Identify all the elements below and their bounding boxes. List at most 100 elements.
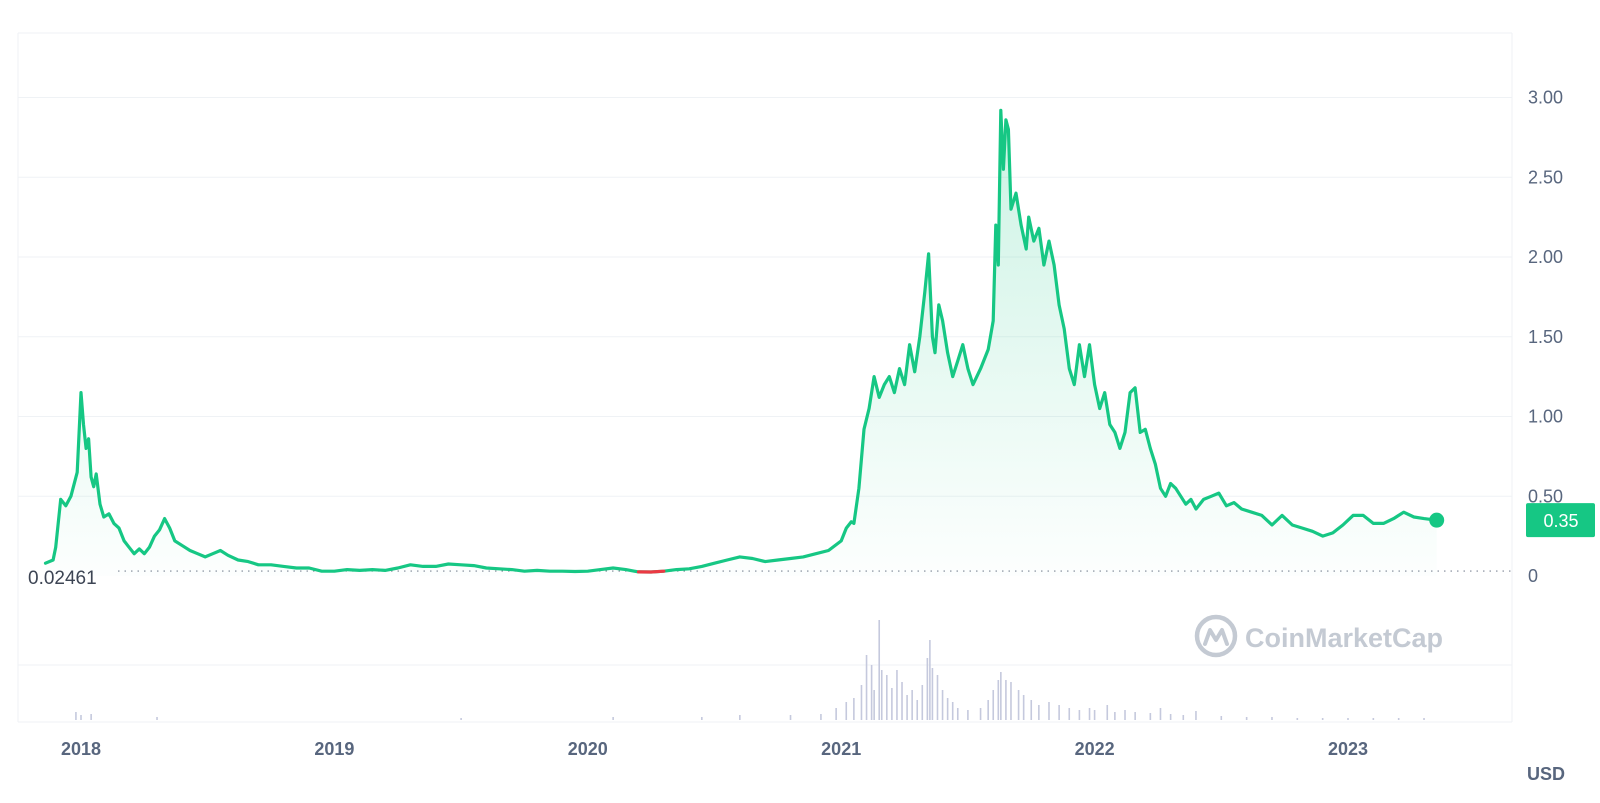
volume-bar [739,715,741,720]
volume-bar [911,690,913,720]
last-price-dot[interactable] [1429,512,1445,528]
volume-bar [1134,712,1136,720]
volume-bar [1022,695,1025,720]
volume-bar [845,702,848,720]
x-tick-label: 2022 [1075,739,1115,759]
volume-bar [789,715,792,720]
y-axis-ticks: 0 0.50 1.00 1.50 2.00 2.50 3.00 [1528,88,1563,587]
y-tick-label: 2.50 [1528,167,1563,187]
volume-bar [1030,700,1033,720]
volume-bar [853,698,855,720]
volume-bar [1169,714,1172,720]
volume-bar [1078,710,1081,720]
x-axis-ticks: 2018 2019 2020 2021 2022 2023 [61,739,1368,759]
volume-bar [891,688,893,720]
price-line-down-segment [636,569,666,574]
volume-bar [1048,702,1050,720]
volume-bar [992,690,995,720]
volume-bar [1195,711,1197,720]
volume-bar [870,665,873,720]
volume-bar [1058,705,1060,720]
volume-bar [1093,710,1096,720]
volume-bar [1159,708,1162,720]
coinmarketcap-logo-icon [1194,614,1238,658]
volume-bar [979,708,982,720]
y-tick-label: 0 [1528,566,1538,586]
volume-bar [926,658,929,720]
volume-bar [820,714,822,720]
volume-bar [1106,705,1109,720]
price-line[interactable] [43,108,1439,574]
volume-bar [80,715,82,720]
volume-bar [967,710,969,720]
volume-bar [1296,718,1299,720]
y-tick-label: 3.00 [1528,88,1563,108]
volume-bar [886,675,888,720]
volume-bar [1220,716,1223,720]
volume-bar [90,714,92,720]
x-tick-label: 2018 [61,739,101,759]
volume-bar [835,708,837,720]
volume-bar [460,718,462,720]
volume-bar [1397,718,1400,720]
volume-bar [901,682,903,720]
volume-bar [156,717,158,720]
volume-bar [1000,672,1002,720]
volume-bar [1068,708,1071,720]
volume-bar [1423,718,1425,720]
volume-bar [1245,717,1248,720]
low-price-label: 0.02461 [28,568,97,589]
volume-bar [936,675,939,720]
volume-bar [1038,705,1040,720]
last-price-label: 0.35 [1543,511,1578,531]
volume-bar [916,700,919,720]
volume-bar [921,685,924,720]
volume-bar [1017,690,1020,720]
y-tick-label: 1.50 [1528,327,1563,347]
volume-bar [1114,712,1116,720]
volume-bar [860,685,863,720]
volume-bars [75,620,1425,720]
volume-bar [1182,715,1185,720]
volume-bar [612,717,614,720]
volume-bar [929,640,931,720]
volume-bar [896,670,898,720]
x-tick-label: 2019 [314,739,354,759]
volume-bar [946,698,949,720]
volume-bar [880,670,883,720]
volume-bar [1124,710,1126,720]
volume-bar [701,717,703,720]
volume-bar [1149,713,1152,720]
y-tick-label: 2.00 [1528,247,1563,267]
y-tick-label: 0.50 [1528,486,1563,506]
volume-bar [75,712,77,720]
watermark-text: CoinMarketCap [1245,623,1443,653]
volume-bar [1321,718,1324,720]
volume-bar [1271,717,1273,720]
volume-bar [951,702,954,720]
x-tick-label: 2023 [1328,739,1368,759]
volume-bar [997,680,1000,720]
volume-bar [865,655,868,720]
x-tick-label: 2021 [821,739,861,759]
volume-bar [1088,708,1091,720]
volume-bar [873,690,875,720]
volume-bar [878,620,881,720]
volume-bar [956,708,959,720]
currency-unit-label: USD [1527,764,1565,784]
last-price-tag [1526,503,1595,538]
volume-bar [906,695,908,720]
price-area-fill [45,110,1437,577]
volume-bar [1372,718,1375,720]
grid-lines [18,97,1512,666]
coinmarketcap-watermark: CoinMarketCap [1194,614,1443,658]
volume-bar [1347,718,1349,720]
y-tick-label: 1.00 [1528,407,1563,427]
x-tick-label: 2020 [568,739,608,759]
volume-bar [1005,680,1007,720]
volume-bar [931,668,934,720]
volume-bar [1010,682,1012,720]
volume-bar [941,690,944,720]
